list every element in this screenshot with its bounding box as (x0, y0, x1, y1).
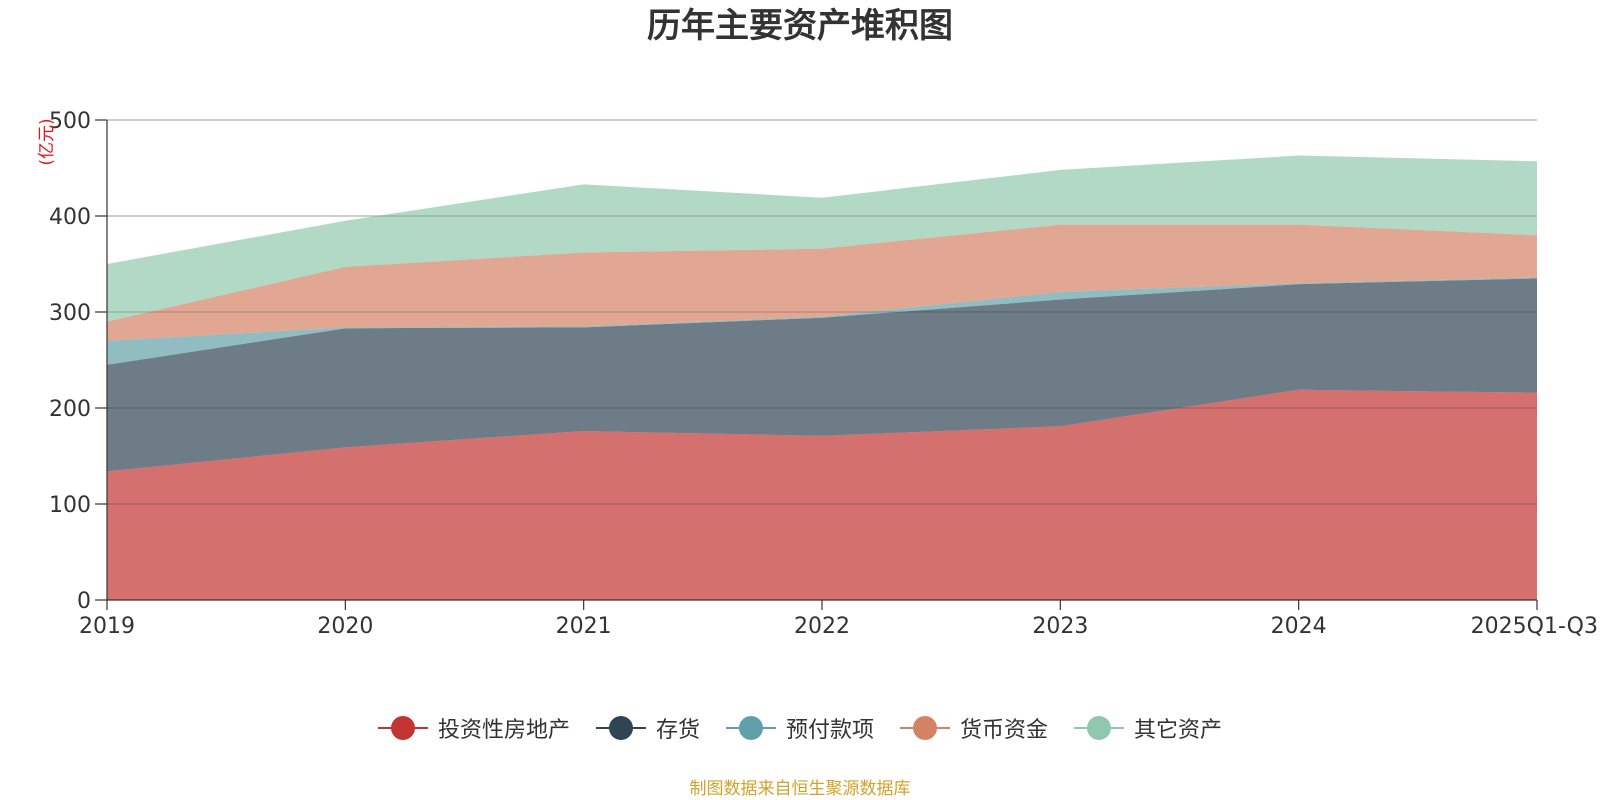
area-series-3 (107, 224, 1537, 341)
legend-marker-dot (1087, 716, 1112, 740)
legend-label: 存货 (655, 718, 700, 743)
legend-item-1[interactable]: 存货 (595, 712, 700, 744)
legend-marker-icon (595, 714, 646, 742)
legend-marker-dot (913, 716, 937, 740)
legend-marker-icon (725, 714, 776, 742)
x-tick-label-6: 2025Q1-Q3 (1471, 614, 1598, 639)
x-tick-label-5: 2024 (1271, 614, 1327, 639)
legend-label: 预付款项 (785, 718, 874, 743)
legend-marker-icon (900, 714, 950, 742)
legend-label: 货币资金 (960, 718, 1049, 743)
x-tick-label-0: 2019 (79, 614, 135, 639)
legend-label: 投资性房地产 (437, 718, 570, 743)
x-tick-label-4: 2023 (1032, 614, 1088, 639)
area-layer (107, 155, 1537, 600)
legend-item-4[interactable]: 其它资产 (1074, 712, 1222, 744)
legend-item-2[interactable]: 预付款项 (725, 712, 874, 744)
y-tick-label-500: 500 (49, 109, 91, 134)
legend-item-3[interactable]: 货币资金 (900, 712, 1048, 744)
legend-item-0[interactable]: 投资性房地产 (377, 712, 570, 744)
legend-label: 其它资产 (1134, 718, 1223, 743)
y-tick-label-100: 100 (49, 493, 91, 518)
legend-marker-icon (1074, 714, 1125, 742)
y-tick-label-300: 300 (49, 301, 91, 326)
legend: 投资性房地产 存货 预付款项 货币资金 其它资产 (0, 712, 1600, 744)
area-series-4 (107, 155, 1537, 322)
legend-marker-dot (608, 716, 633, 740)
legend-marker-dot (390, 716, 415, 740)
y-axis-unit-label: (亿元) (37, 118, 57, 165)
axis-layer: 0 100 200 300 400 500 2019 2020 2021 2022 2023 2024… (49, 109, 1598, 639)
y-tick-label-400: 400 (49, 205, 91, 230)
x-tick-label-3: 2022 (794, 614, 850, 639)
y-tick-label-0: 0 (77, 589, 91, 614)
source-note: 制图数据来自恒生聚源数据库 (689, 779, 911, 799)
legend-marker-dot (738, 716, 763, 740)
y-tick-label-200: 200 (49, 397, 91, 422)
x-tick-label-2: 2021 (556, 614, 612, 639)
area-series-0 (107, 389, 1537, 600)
grid-overlay-layer (107, 119, 1537, 505)
legend-marker-icon (377, 714, 428, 742)
area-series-1 (107, 278, 1537, 472)
chart-title: 历年主要资产堆积图 (647, 6, 953, 46)
x-tick-label-1: 2020 (317, 614, 373, 639)
